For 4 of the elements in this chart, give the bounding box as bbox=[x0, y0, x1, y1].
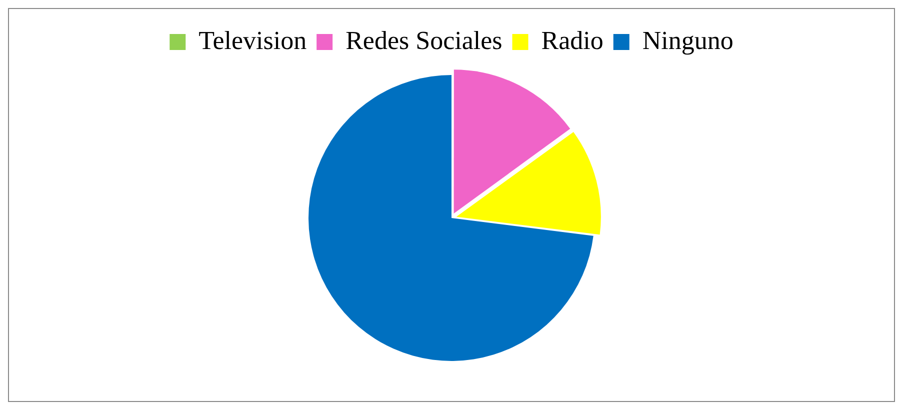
legend-label: Radio bbox=[541, 26, 604, 55]
legend-label: Redes Sociales bbox=[346, 26, 502, 55]
legend-label: Television bbox=[198, 26, 307, 55]
legend-label: Ninguno bbox=[642, 26, 734, 55]
